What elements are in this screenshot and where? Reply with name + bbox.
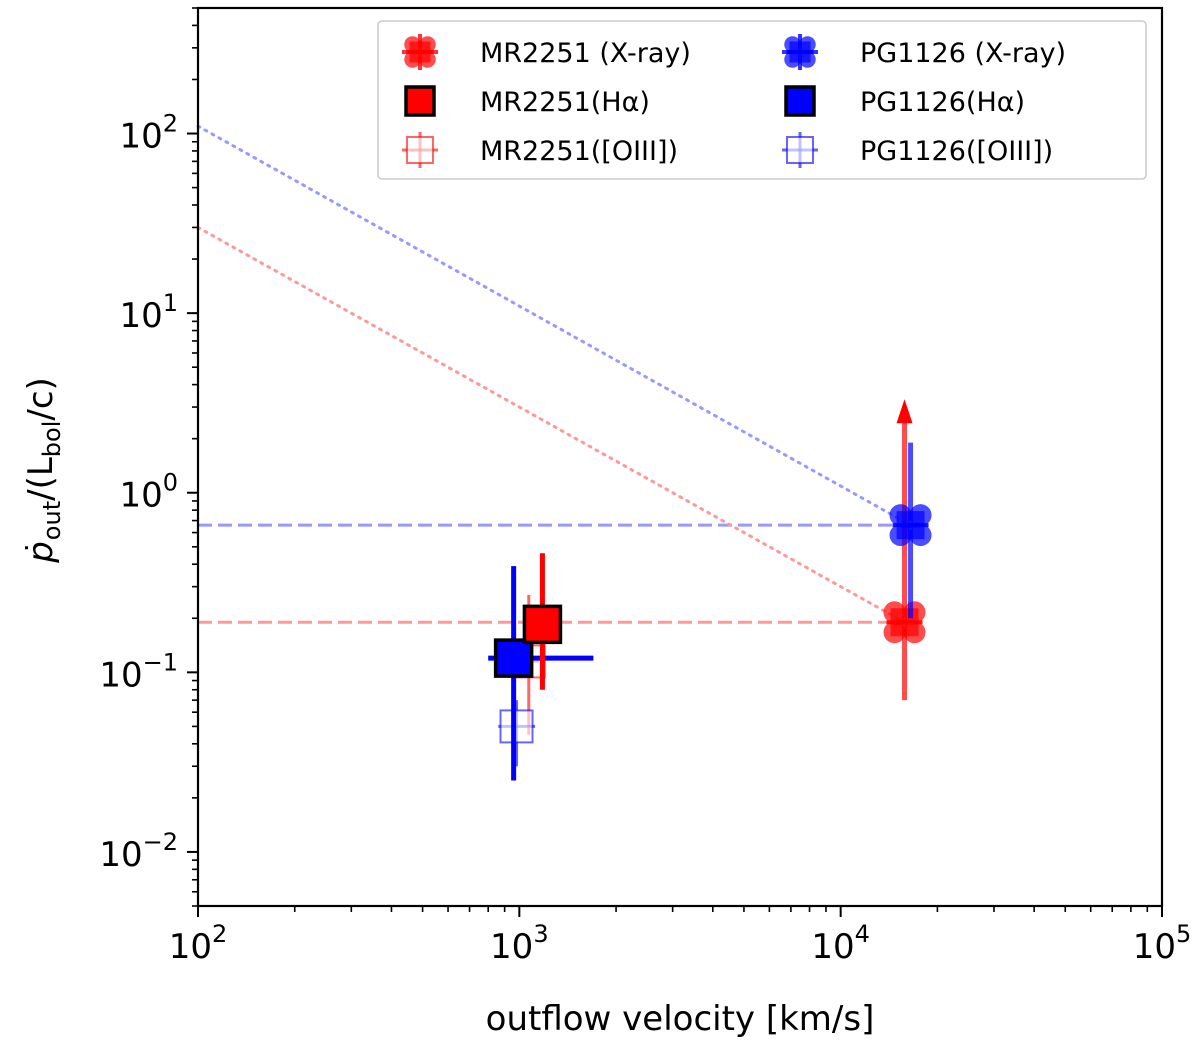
legend-entry: PG1126([OIII])	[782, 132, 1053, 168]
y-label-mid: /(L	[21, 457, 61, 501]
marker-square	[404, 85, 436, 117]
legend-entry: MR2251(Hα)	[404, 85, 650, 118]
x-axis-label: outflow velocity [km/s]	[486, 999, 875, 1039]
marker-square	[786, 136, 814, 164]
data-points	[488, 399, 932, 781]
axis-ticks	[187, 7, 1163, 917]
x-tick-label: 103	[490, 920, 549, 967]
tick-labels: 102 103 104 105 10−2 10−1 100 101 102	[99, 110, 1191, 967]
y-tick-label: 102	[119, 110, 178, 157]
point-mr2251-h-	[522, 553, 563, 690]
legend-label: PG1126(Hα)	[860, 87, 1025, 118]
plot-frame	[196, 6, 1164, 908]
y-label-end: /c)	[21, 377, 61, 420]
y-tick-label: 101	[119, 289, 178, 336]
y-tick-label: 10−1	[99, 648, 178, 695]
legend: MR2251 (X-ray) PG1126 (X-ray) MR2251(Hα) PG…	[377, 20, 1147, 180]
legend-box	[377, 20, 1147, 180]
upper-limit-arrow	[896, 399, 913, 424]
x-tick-label: 102	[169, 920, 228, 967]
marker-square	[406, 136, 434, 164]
y-label-dot: ˙	[21, 540, 56, 555]
legend-label: PG1126([OIII])	[860, 136, 1053, 167]
marker-square	[522, 604, 563, 645]
reference-line-2	[196, 225, 907, 624]
point-pg1126-x-ray-	[889, 442, 932, 619]
legend-entry: MR2251 (X-ray)	[402, 34, 691, 70]
y-axis-label: p˙out/(Lbol/c)	[21, 377, 66, 564]
point-mr2251-x-ray-	[883, 399, 926, 701]
legend-entry: PG1126(Hα)	[784, 85, 1025, 118]
svg-text:p˙out/(Lbol/c): p˙out/(Lbol/c)	[21, 377, 66, 564]
legend-entry: MR2251([OIII])	[402, 132, 678, 168]
marker-square	[493, 638, 534, 678]
x-tick-label: 105	[1133, 920, 1192, 967]
legend-label: MR2251(Hα)	[480, 87, 650, 118]
marker-square	[499, 709, 534, 744]
y-tick-label: 100	[119, 469, 178, 516]
x-tick-label: 104	[811, 920, 870, 967]
marker-square	[784, 85, 816, 117]
y-label-sub-bol: bol	[38, 421, 66, 458]
legend-entry: PG1126 (X-ray)	[782, 34, 1066, 70]
y-label-p: p	[21, 541, 61, 564]
y-label-sub-out: out	[38, 501, 66, 540]
legend-label: MR2251 (X-ray)	[480, 38, 691, 69]
point-pg1126-oiii-	[498, 700, 536, 767]
y-tick-label: 10−2	[99, 828, 178, 875]
reference-line-3	[196, 124, 913, 527]
legend-label: PG1126 (X-ray)	[860, 38, 1066, 69]
legend-label: MR2251([OIII])	[480, 136, 678, 167]
